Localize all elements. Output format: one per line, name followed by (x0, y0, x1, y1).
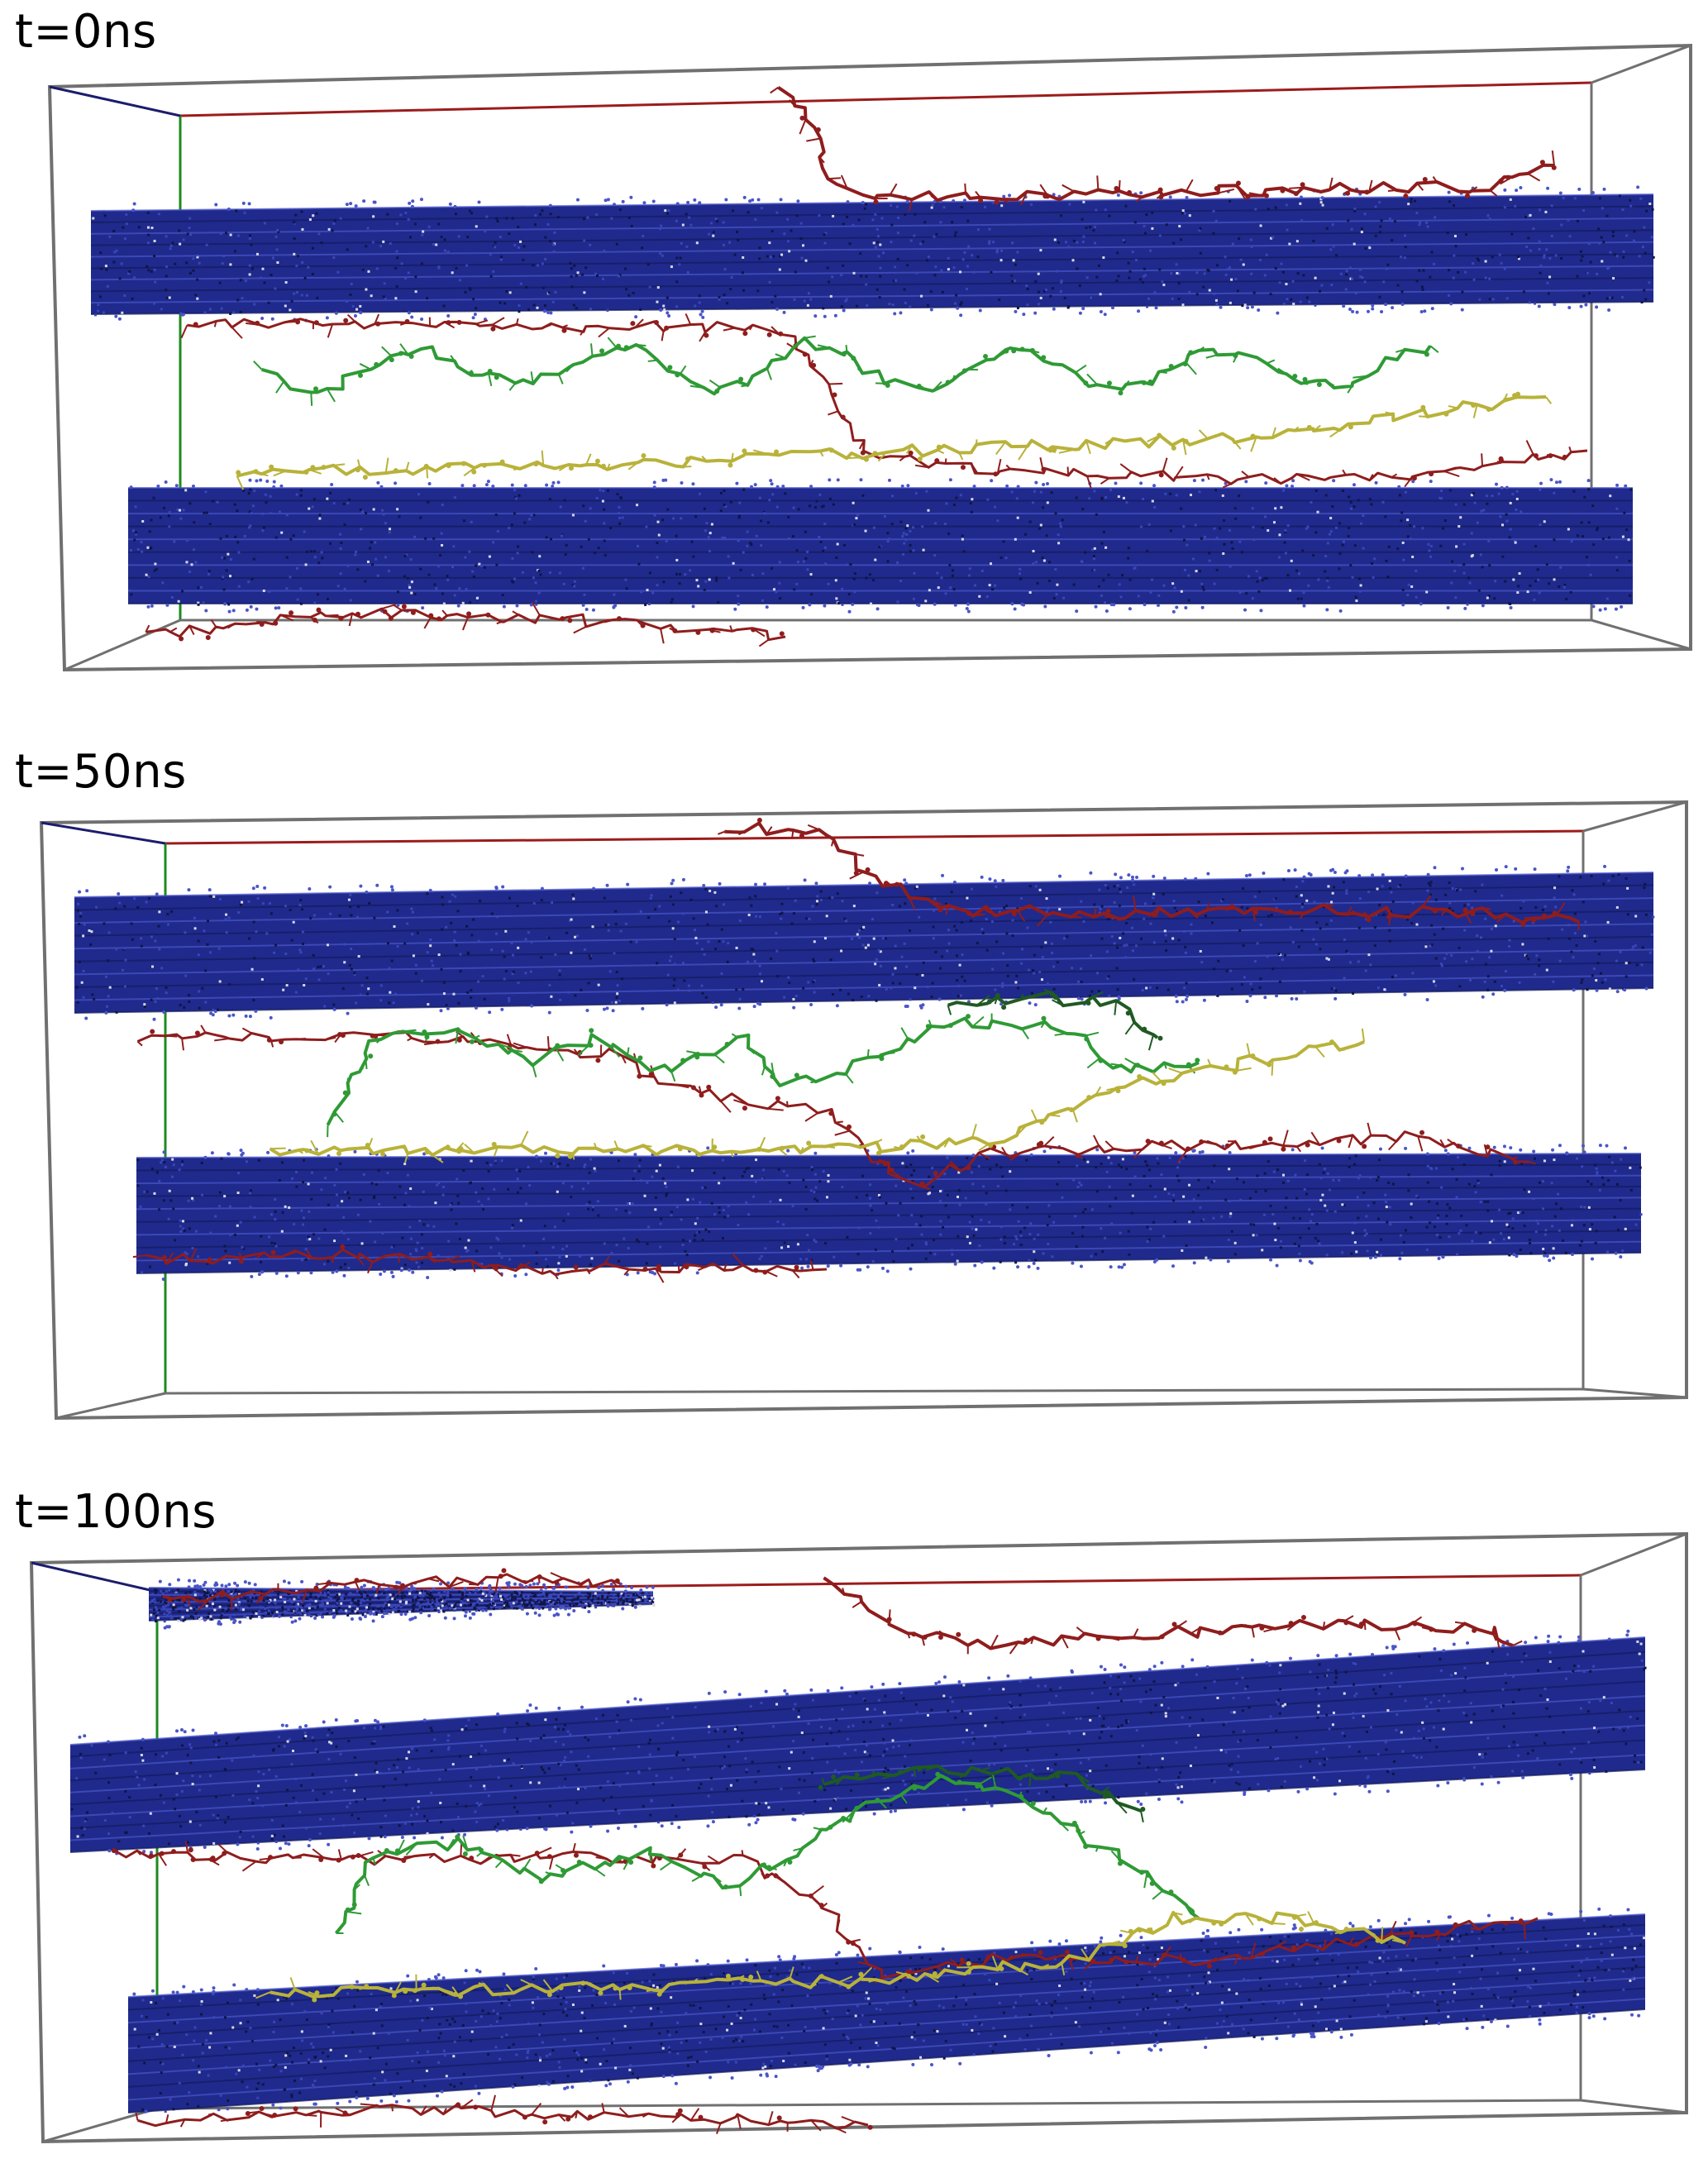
polymer-chain (770, 86, 1557, 212)
polymer-chain (132, 1244, 828, 1283)
crystal-sheet (69, 1629, 1647, 1856)
polymer-chain (162, 1568, 621, 1611)
polymer-chain (326, 1013, 1200, 1138)
polymer-chain (718, 817, 1580, 931)
polymer-chain (334, 1771, 1200, 1935)
x-axis-edge (165, 829, 1584, 845)
polymer-chain (111, 1841, 1539, 1984)
panel-t0: t=0ns (0, 0, 1708, 686)
polymer-chain (947, 988, 1163, 1051)
polymer-chain (136, 1025, 1536, 1191)
panel-title: t=100ns (15, 1485, 217, 1539)
crystal-sheet (90, 185, 1655, 322)
simulation-box (47, 43, 1692, 672)
x-axis-edge (179, 81, 1592, 117)
polymer-chain (255, 1911, 1406, 2003)
simulation-snapshot (0, 790, 1708, 1426)
polymer-chain (253, 335, 1439, 406)
panel-t50: t=50ns (0, 740, 1708, 1426)
polymer-chain (823, 1576, 1523, 1655)
crystal-sheet (127, 1907, 1646, 2114)
crystal-sheet (128, 478, 1633, 614)
crystal-sheet (136, 1144, 1643, 1282)
polymer-chain (236, 391, 1553, 490)
polymer-chain (180, 313, 1588, 489)
simulation-snapshot (0, 41, 1708, 686)
crystal-sheet (74, 864, 1655, 1021)
panel-title: t=0ns (15, 5, 157, 59)
panel-title: t=50ns (15, 745, 187, 799)
polymer-chain (145, 601, 786, 647)
simulation-snapshot (0, 1530, 1708, 2178)
polymer-chain (135, 2094, 873, 2134)
snapshot-render (47, 43, 1692, 672)
snapshot-render (39, 800, 1688, 1421)
simulation-box (39, 800, 1688, 1421)
z-axis-edge (49, 85, 181, 117)
polymer-chain (818, 1765, 1146, 1822)
z-axis-edge (41, 821, 166, 845)
z-axis-edge (31, 1561, 158, 1593)
polymer-chain (269, 1028, 1365, 1163)
panel-t100: t=100ns (0, 1480, 1708, 2178)
snapshot-render (29, 1531, 1688, 2144)
